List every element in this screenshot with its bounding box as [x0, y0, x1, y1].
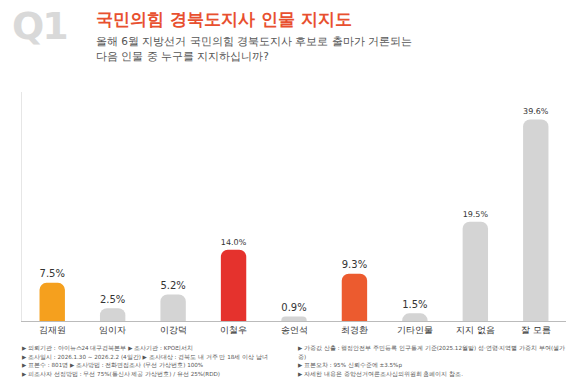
svg-text:김재원: 김재원	[39, 325, 66, 335]
svg-text:2.5%: 2.5%	[100, 294, 125, 305]
html-text:▶ 조사일시 : 2026.1.30 ~ 2026.2.2: ▶ 조사일시 : 2026.1.30 ~ 2026.2.2 (4일간) ▶ 조사…	[22, 353, 268, 360]
svg-text:7.5%: 7.5%	[40, 268, 65, 279]
svg-text:지지 없음: 지지 없음	[456, 325, 495, 335]
html-text:▶ 표본수 : 801명 ▶ 조사방법 : 전화면접조사 (: ▶ 표본수 : 801명 ▶ 조사방법 : 전화면접조사 (무선 가상번호) 1…	[22, 362, 204, 368]
svg-text:39.6%: 39.6%	[523, 107, 549, 116]
svg-text:0.9%: 0.9%	[281, 302, 306, 313]
html-text:▶ 피조사자 선정방법 : 무선 75%(통신사 제공 가상: ▶ 피조사자 선정방법 : 무선 75%(통신사 제공 가상번호) / 유선 2…	[22, 370, 220, 377]
svg-text:기타인물: 기타인물	[397, 325, 433, 335]
html-text:▶ 자세한 내용은 중앙선거여론조사심의위원회 홈페이지 참: ▶ 자세한 내용은 중앙선거여론조사심의위원회 홈페이지 참조.	[298, 370, 463, 377]
svg-text:14.0%: 14.0%	[221, 238, 247, 247]
svg-text:잘 모름: 잘 모름	[521, 325, 551, 335]
svg-text:19.5%: 19.5%	[463, 210, 489, 219]
svg-text:최경환: 최경환	[341, 325, 368, 335]
html-text:▶ 가중값 산출 : 행정안전부 주민등록 인구통계 기준(: ▶ 가중값 산출 : 행정안전부 주민등록 인구통계 기준(2025.12월말)…	[298, 345, 566, 360]
svg-text:송언석: 송언석	[281, 325, 308, 335]
html-text:▶ 표본오차 : 95% 신뢰수준에 ±3.5%p: ▶ 표본오차 : 95% 신뢰수준에 ±3.5%p	[298, 362, 402, 368]
svg-text:5.2%: 5.2%	[160, 280, 185, 291]
svg-text:이강덕: 이강덕	[160, 325, 187, 335]
svg-text:1.5%: 1.5%	[402, 299, 427, 310]
html-text:올해 6월 지방선거 국민의힘 경북도지사 후보로 출마가: 올해 6월 지방선거 국민의힘 경북도지사 후보로 출마가 거론되는 다음 인물…	[96, 35, 412, 62]
html-text:▶ 의뢰기관 : 아이뉴스24 대구경북본부 ▶ 조사기관: ▶ 의뢰기관 : 아이뉴스24 대구경북본부 ▶ 조사기관 : KPO리서치	[22, 345, 194, 351]
svg-text:이철우: 이철우	[220, 325, 247, 335]
svg-text:9.3%: 9.3%	[342, 259, 367, 270]
svg-text:임이자: 임이자	[99, 325, 126, 335]
html-text:국민의힘 경북도지사 인물 지지도: 국민의힘 경북도지사 인물 지지도	[96, 9, 352, 29]
html-text:Q1: Q1	[12, 4, 67, 48]
